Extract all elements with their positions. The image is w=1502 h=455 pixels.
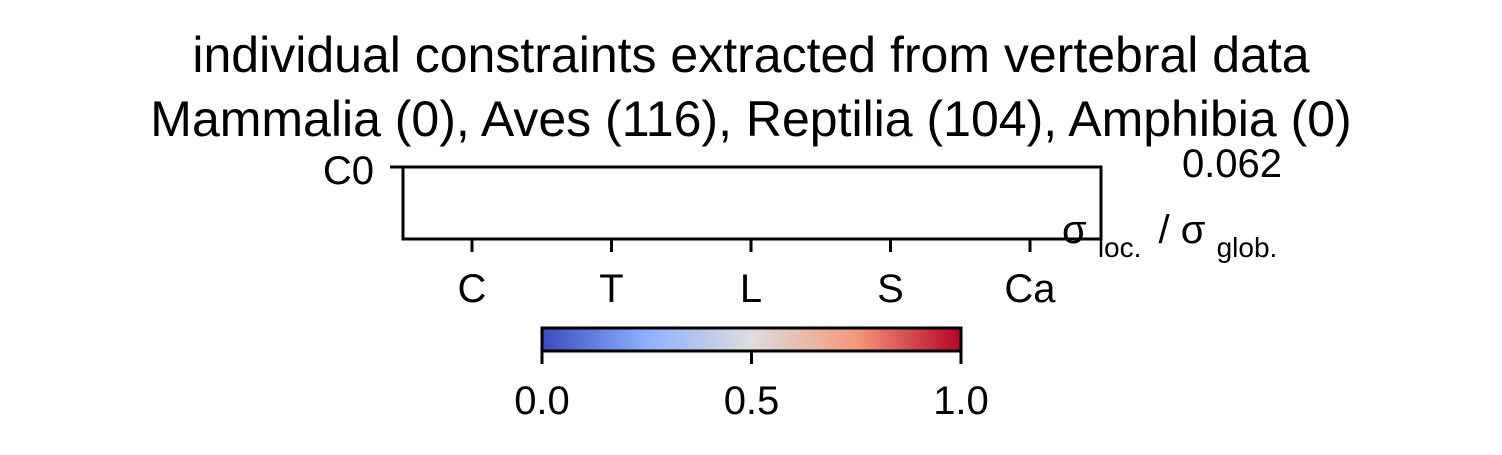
- column-tick-label: S: [877, 267, 904, 311]
- chart-title-line1: individual constraints extracted from ve…: [192, 27, 1309, 83]
- ratio-separator: /: [1159, 208, 1171, 252]
- column-tick-label: Ca: [1004, 267, 1056, 311]
- colorbar-tick-label: 1.0: [933, 379, 989, 423]
- colorbar-tick-label: 0.0: [514, 379, 570, 423]
- column-tick-label: C: [458, 267, 487, 311]
- annotation-value: 0.062: [1182, 142, 1282, 186]
- chart-title-line2: Mammalia (0), Aves (116), Reptilia (104)…: [150, 91, 1351, 147]
- column-tick-label: L: [740, 267, 762, 311]
- row-label: C0: [323, 149, 374, 193]
- ratio-sub-2: glob.: [1217, 232, 1278, 263]
- colorbar-ticks: 0.0 0.5 1.0: [514, 351, 989, 423]
- ratio-sigma-1: σ: [1062, 208, 1087, 252]
- column-tick-label: T: [599, 267, 623, 311]
- ratio-label: σ loc. / σ glob.: [1062, 208, 1277, 266]
- ratio-sub-1: loc.: [1098, 232, 1142, 263]
- colorbar-tick-label: 0.5: [724, 379, 780, 423]
- column-ticks: C T L S Ca: [458, 239, 1056, 311]
- heatmap-frame: [401, 165, 1103, 241]
- ratio-sigma-2: σ: [1181, 208, 1206, 252]
- colorbar-gradient: [542, 328, 961, 351]
